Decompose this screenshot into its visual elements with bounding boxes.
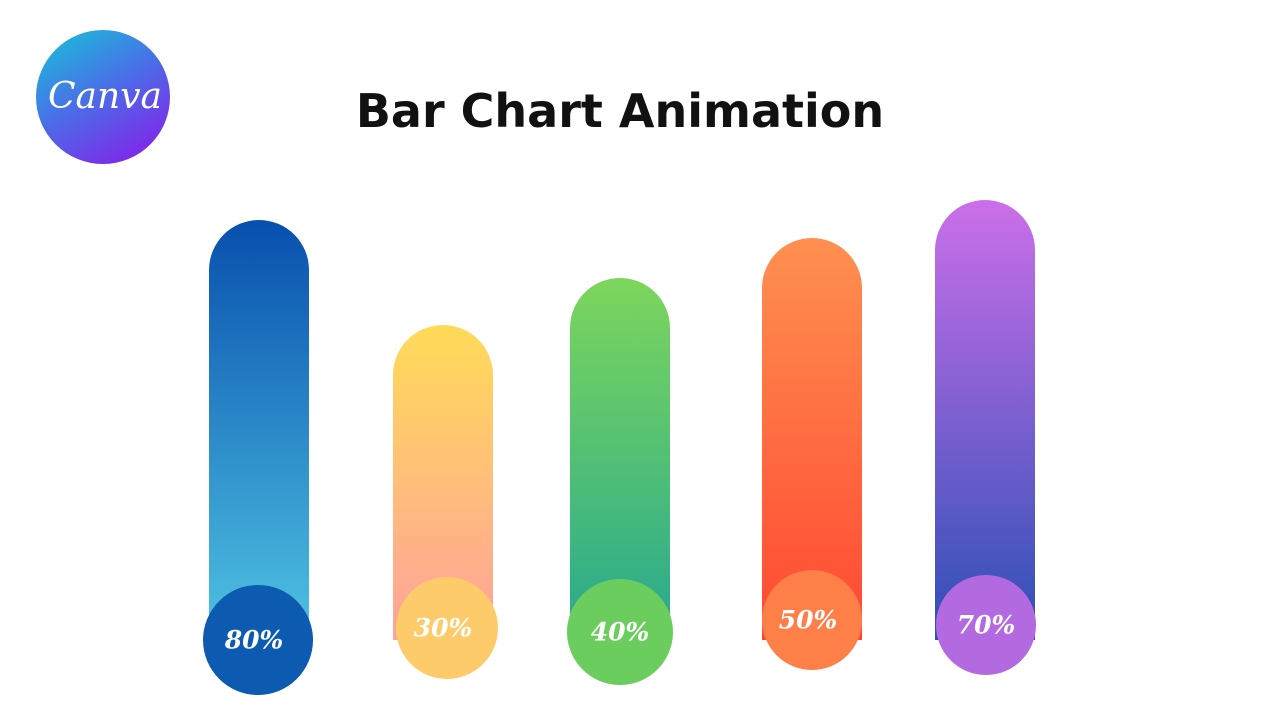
bar-group: 50% bbox=[762, 238, 862, 670]
logo[interactable]: Canva bbox=[36, 30, 170, 164]
bar-group: 70% bbox=[935, 200, 1036, 675]
bar-label: 30% bbox=[414, 614, 473, 643]
bar-label: 80% bbox=[224, 626, 284, 655]
label-badge bbox=[396, 577, 498, 679]
label-badge bbox=[762, 570, 862, 670]
bar bbox=[935, 200, 1035, 640]
label-badge bbox=[203, 585, 313, 695]
bar-label: 50% bbox=[779, 606, 838, 635]
bar-group: 40% bbox=[567, 278, 673, 685]
bar bbox=[209, 220, 309, 640]
bar-group: 30% bbox=[393, 325, 498, 679]
bar-label: 40% bbox=[591, 618, 650, 647]
logo-badge bbox=[36, 30, 170, 164]
bar-group: 80% bbox=[203, 220, 313, 695]
bar bbox=[393, 325, 493, 640]
title: Bar Chart Animation bbox=[356, 84, 884, 138]
bar bbox=[570, 278, 670, 640]
logo-text: Canva bbox=[48, 76, 162, 117]
bar-label: 70% bbox=[957, 611, 1016, 640]
bar bbox=[762, 238, 862, 640]
label-badge bbox=[936, 575, 1036, 675]
label-badge bbox=[567, 579, 673, 685]
